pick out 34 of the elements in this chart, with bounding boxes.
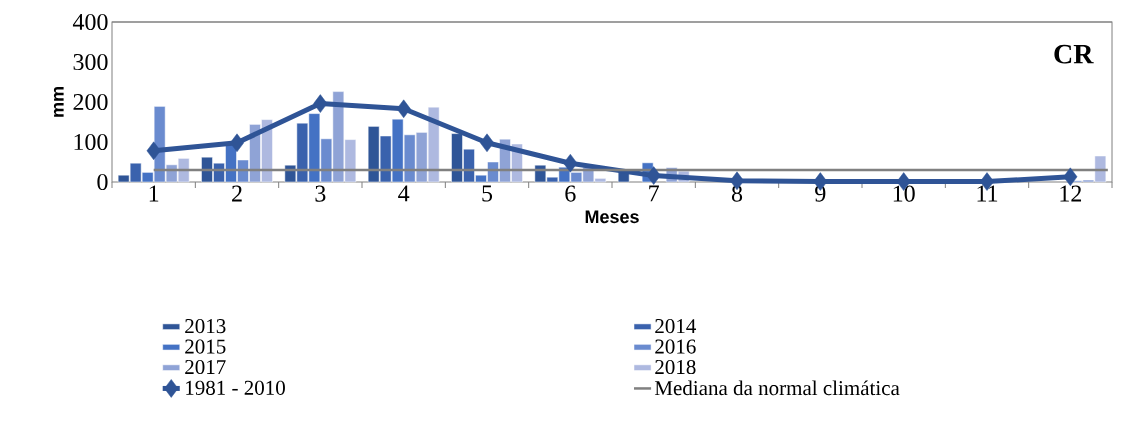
legend-label: 2017 — [185, 359, 226, 375]
x-tick-label: 7 — [649, 185, 659, 202]
x-axis-title: Meses — [585, 210, 639, 224]
y-axis-title: mm — [53, 87, 64, 117]
y-tick-label: 100 — [74, 133, 108, 151]
x-tick-label: 11 — [977, 185, 998, 202]
point — [313, 94, 328, 113]
point — [146, 141, 161, 161]
legend-label: 2018 — [655, 359, 696, 375]
legend-label: 2015 — [185, 339, 226, 354]
y-tick-label: 300 — [73, 53, 108, 71]
point — [230, 133, 244, 153]
x-tick-label: 6 — [565, 185, 576, 202]
x-tick-label: 4 — [398, 185, 410, 202]
legend-label: 2013 — [185, 319, 226, 334]
legend-label: 2014 — [655, 319, 697, 334]
x-tick-label: 3 — [315, 185, 326, 202]
legend-label: 2016 — [655, 339, 696, 354]
point — [1063, 167, 1078, 187]
x-tick-label: 10 — [893, 185, 915, 202]
point — [396, 99, 411, 119]
annotation: CR — [1054, 44, 1094, 64]
point — [480, 133, 495, 153]
y-tick-label: 400 — [72, 13, 108, 31]
y-tick-label: 0 — [97, 173, 108, 191]
x-tick-label: 2 — [232, 185, 242, 202]
y-tick-label: 200 — [73, 93, 108, 111]
x-tick-label: 12 — [1060, 185, 1082, 202]
point — [646, 166, 661, 185]
x-tick-label: 5 — [482, 185, 493, 202]
point — [563, 153, 578, 173]
x-tick-label: 1 — [149, 185, 159, 202]
legend-label: 1981 - 2010 — [186, 380, 285, 395]
legend-label: Mediana da normal climática — [654, 380, 900, 396]
